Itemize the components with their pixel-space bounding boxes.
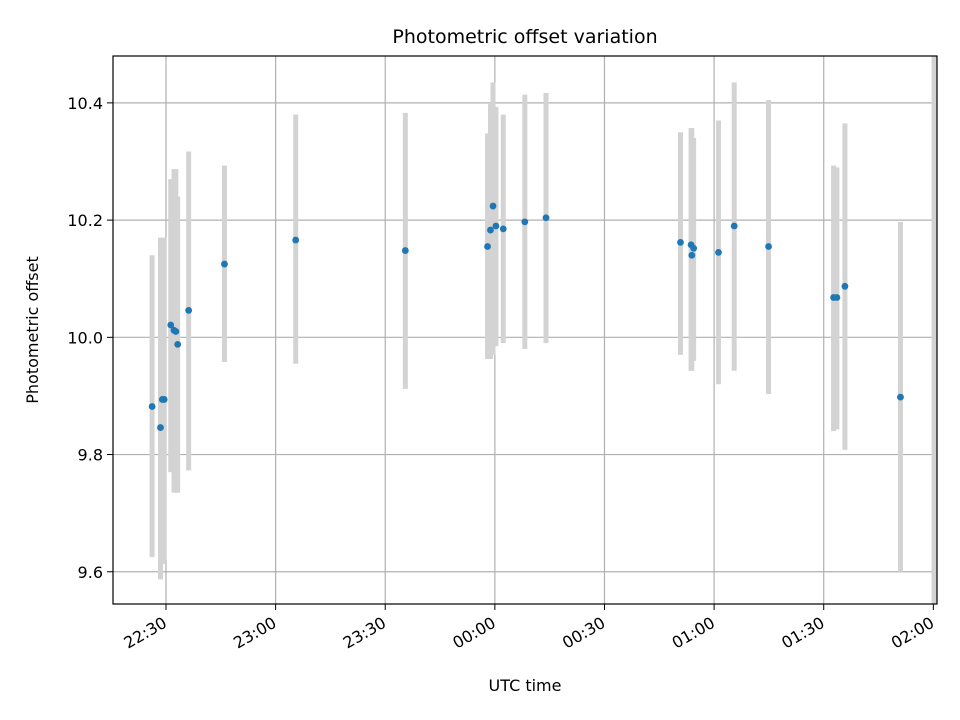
data-point: [730, 222, 738, 230]
y-tick-label: 10.0: [67, 328, 103, 347]
data-point: [174, 340, 182, 348]
data-point: [688, 251, 696, 259]
data-point: [185, 306, 193, 314]
data-point: [897, 393, 904, 401]
data-point: [542, 214, 550, 222]
y-tick-label: 10.2: [67, 211, 103, 230]
data-point: [715, 248, 722, 256]
data-point: [160, 396, 168, 403]
data-point: [167, 321, 175, 329]
y-tick-label: 10.4: [67, 94, 103, 113]
data-point: [677, 238, 684, 246]
data-point: [157, 424, 164, 431]
data-point: [690, 244, 698, 252]
data-point: [487, 226, 494, 234]
y-axis-title: Photometric offset: [23, 256, 42, 404]
plot-frame: [112, 55, 938, 605]
data-point: [765, 243, 772, 250]
data-point: [172, 328, 180, 335]
data-point: [841, 282, 849, 290]
chart-title: Photometric offset variation: [392, 26, 657, 48]
y-tick-label: 9.8: [78, 446, 103, 465]
data-point: [489, 202, 497, 210]
data-point: [499, 225, 507, 233]
data-point: [401, 247, 409, 254]
data-point: [221, 260, 228, 268]
data-point: [521, 218, 529, 226]
y-tick-label: 9.6: [78, 563, 103, 582]
x-axis-title: UTC time: [489, 676, 562, 695]
data-point: [833, 294, 841, 301]
data-point: [292, 236, 300, 244]
data-point: [492, 222, 500, 230]
data-point: [484, 243, 491, 250]
data-point: [148, 403, 156, 410]
data-points: [148, 202, 904, 431]
